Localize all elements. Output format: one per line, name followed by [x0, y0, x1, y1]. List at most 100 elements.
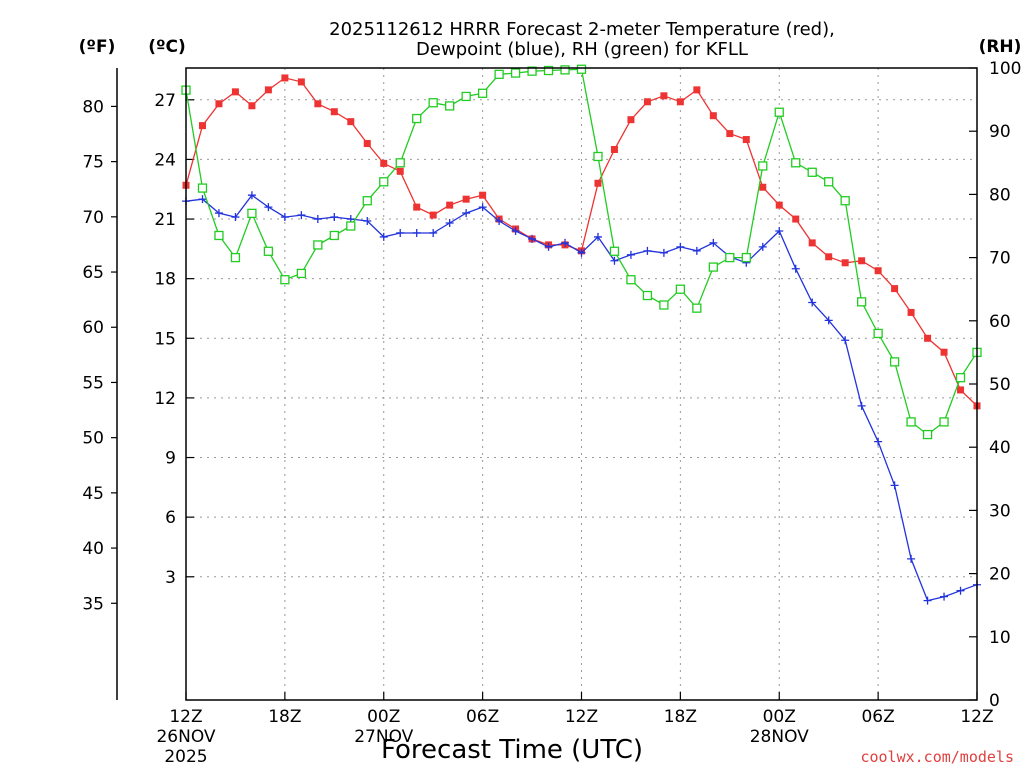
series-point [543, 65, 554, 76]
series-point [791, 158, 801, 168]
celsius-tick-label: 6 [165, 508, 176, 528]
series-point [957, 386, 965, 394]
series-point [413, 203, 421, 211]
series-point [642, 290, 653, 301]
time-tick-label: 06Z [466, 707, 499, 727]
fahrenheit-tick-label: 50 [82, 429, 104, 449]
series-point [907, 554, 916, 563]
series-point [527, 66, 537, 76]
series-point [429, 228, 438, 237]
series-point [215, 100, 223, 108]
rh-tick-label: 20 [989, 565, 1011, 585]
rh-tick-label: 70 [989, 249, 1011, 269]
series-point [742, 136, 750, 144]
series-point [807, 167, 817, 177]
series-point [560, 65, 570, 75]
series-point [692, 246, 701, 255]
time-tick-label: 00Z [367, 707, 400, 727]
series-point [940, 348, 948, 356]
series-point [840, 196, 850, 206]
series-point [510, 68, 521, 78]
date-label: 28NOV [750, 727, 809, 747]
fahrenheit-tick-label: 55 [82, 373, 104, 393]
series-point [528, 234, 537, 243]
series-point [708, 262, 718, 272]
fahrenheit-tick-label: 35 [82, 594, 104, 614]
series-point [939, 417, 949, 427]
x-axis-title: Forecast Time (UTC) [381, 735, 643, 765]
celsius-tick-label: 27 [154, 91, 176, 111]
celsius-tick-label: 3 [165, 568, 176, 588]
time-tick-label: 12Z [565, 707, 598, 727]
series-point [874, 267, 882, 275]
celsius-tick-label: 18 [154, 270, 176, 290]
series-point [396, 167, 404, 175]
series-point [495, 217, 504, 226]
series-point [857, 401, 866, 410]
fahrenheit-axis: 35 40 45 50 55 60 65 70 75 80 [82, 97, 117, 614]
series-point [544, 242, 553, 251]
series-point [906, 417, 916, 427]
series-point [792, 215, 800, 223]
time-tick-label: 12Z [169, 707, 202, 727]
series-point [824, 316, 833, 325]
fahrenheit-tick-label: 80 [82, 97, 104, 117]
series-point [445, 101, 455, 111]
rh-tick-label: 90 [989, 122, 1011, 142]
fahrenheit-tick-label: 45 [82, 484, 104, 504]
plot-frame [185, 67, 978, 701]
series-point [955, 373, 966, 383]
fahrenheit-tick-label: 75 [82, 153, 104, 173]
series-point [626, 250, 635, 259]
celsius-tick-label: 24 [154, 150, 176, 170]
series-point [263, 246, 274, 256]
series-point [873, 328, 883, 339]
grid-lines [185, 68, 978, 700]
series-point [676, 242, 685, 251]
series-point [248, 102, 256, 110]
time-tick-label: 00Z [763, 707, 796, 727]
series-point [940, 592, 949, 601]
chart-title-line2: Dewpoint (blue), RH (green) for KFLL [416, 39, 748, 60]
series-point [709, 112, 717, 120]
series-point [380, 159, 388, 167]
rh-tick-label: 80 [989, 185, 1011, 205]
series-point [907, 308, 915, 316]
series-point [791, 264, 800, 273]
series-point [659, 300, 669, 310]
fahrenheit-tick-label: 40 [82, 539, 104, 559]
series-point [247, 208, 257, 219]
series-point [889, 357, 900, 367]
series-point [428, 98, 438, 108]
series-point [462, 209, 471, 218]
rh-axis: 0 10 20 30 40 50 60 70 80 90 100 [969, 59, 1021, 711]
rh-tick-label: 40 [989, 438, 1011, 458]
series-point [824, 177, 834, 187]
date-label: 26NOV [156, 727, 215, 747]
celsius-axis-label: (ºC) [148, 37, 186, 57]
series-point [363, 140, 371, 148]
series-point [231, 213, 240, 222]
series-point [561, 238, 570, 247]
series-point [594, 179, 602, 187]
series-point [280, 275, 290, 285]
series-point [198, 122, 206, 130]
series-point [297, 211, 306, 220]
series-point [214, 230, 224, 241]
date-label: 27NOV [354, 727, 413, 747]
series-point [230, 252, 241, 263]
series-point [725, 252, 735, 263]
series-point [313, 240, 323, 250]
series-point [214, 209, 223, 218]
series-point [874, 437, 883, 446]
series-point [379, 177, 389, 187]
series-point [627, 116, 635, 124]
series-point [775, 201, 783, 209]
series-point [511, 226, 520, 235]
celsius-tick-label: 15 [154, 329, 176, 349]
series-point [741, 252, 751, 263]
time-tick-label: 12Z [960, 707, 993, 727]
series-point [609, 246, 620, 256]
series-point [774, 107, 784, 117]
